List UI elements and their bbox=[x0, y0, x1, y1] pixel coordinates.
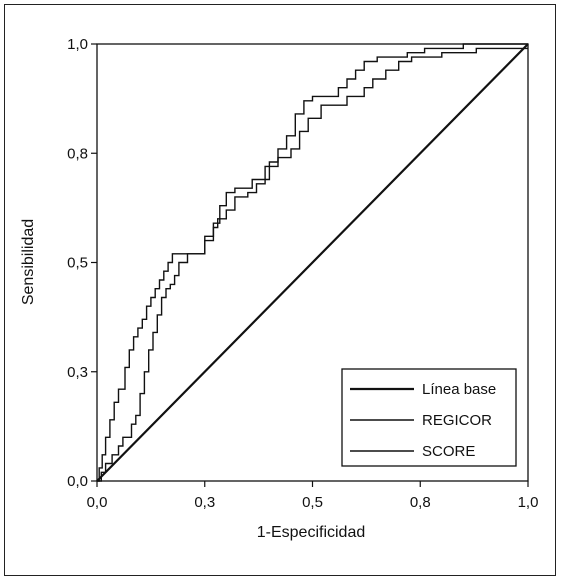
y-tick-label: 0,8 bbox=[67, 145, 88, 162]
legend-label: SCORE bbox=[422, 443, 475, 460]
legend: Línea base REGICOR SCORE bbox=[341, 368, 517, 467]
x-tick-label: 1,0 bbox=[518, 494, 539, 511]
series-layer bbox=[96, 43, 529, 482]
series-line-score bbox=[97, 47, 528, 482]
legend-box bbox=[341, 368, 517, 467]
y-tick-label: 1,0 bbox=[67, 36, 88, 53]
x-tick-label: 0,0 bbox=[87, 494, 108, 511]
x-axis: 0,0 0,3 0,5 0,8 1,0 bbox=[87, 481, 539, 511]
x-axis-title: 1-Especificidad bbox=[257, 524, 366, 541]
legend-label: REGICOR bbox=[422, 412, 492, 429]
y-tick-label: 0,3 bbox=[67, 364, 88, 381]
y-tick-label: 0,0 bbox=[67, 473, 88, 490]
x-tick-label: 0,3 bbox=[194, 494, 215, 511]
series-line-regicor bbox=[97, 43, 528, 482]
y-axis-title: Sensibilidad bbox=[20, 219, 37, 305]
legend-label: Línea base bbox=[422, 381, 496, 398]
y-tick-label: 0,5 bbox=[67, 255, 88, 272]
x-tick-label: 0,5 bbox=[302, 494, 323, 511]
x-tick-label: 0,8 bbox=[410, 494, 431, 511]
series-line-linea-base bbox=[96, 43, 529, 482]
y-axis: 0,0 0,3 0,5 0,8 1,0 bbox=[67, 36, 97, 490]
